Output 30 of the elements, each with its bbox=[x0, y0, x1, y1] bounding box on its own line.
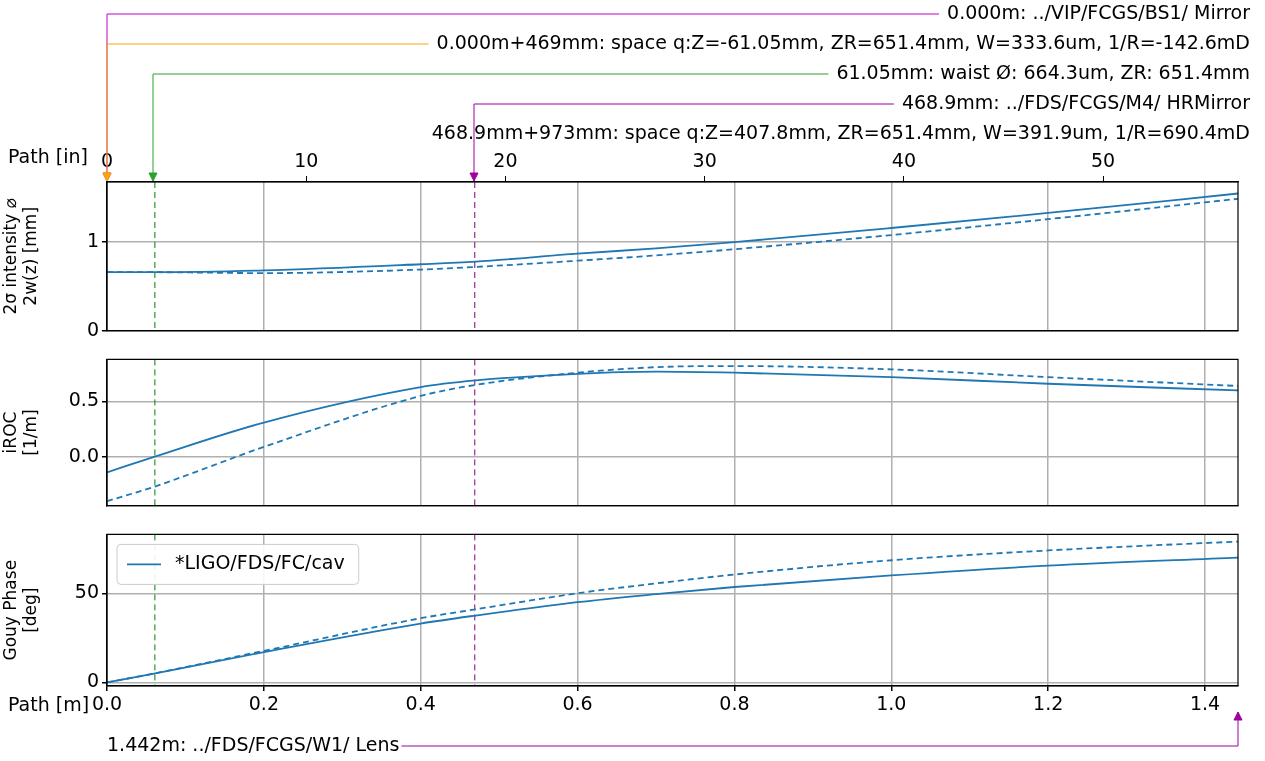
x2-tick-label: 50 bbox=[1091, 148, 1116, 171]
y-tick-label: 0 bbox=[86, 669, 99, 692]
text: 1.442m: ../FDS/FCGS/W1/ Lens bbox=[107, 732, 400, 755]
y-tick-label: 1 bbox=[86, 229, 99, 252]
x-tick-label: 1.4 bbox=[1189, 692, 1221, 715]
x-tick-label: 0.2 bbox=[248, 692, 279, 715]
x-tick-label: 0.6 bbox=[562, 692, 593, 715]
text: 0.000m+469mm: space q:Z=-61.05mm, ZR=651.4mm, W=333.6um, 1/R=-142.6mD bbox=[436, 30, 1250, 53]
text: 0.000m: ../VIP/FCGS/BS1/ Mirror bbox=[947, 0, 1251, 23]
x-tick-label: 0.4 bbox=[405, 692, 436, 715]
text: 61.05mm: waist Ø: 664.3um, ZR: 651.4mm bbox=[836, 60, 1250, 83]
y-axis-title: Gouy Phase [deg] bbox=[0, 559, 41, 661]
y-tick-label: 0.5 bbox=[68, 388, 99, 411]
x2-tick-label: 10 bbox=[294, 148, 319, 171]
x-tick-label: 1.2 bbox=[1033, 692, 1064, 715]
x-tick-label: 0.8 bbox=[719, 692, 750, 715]
y-tick-label: 0 bbox=[86, 317, 99, 340]
y-tick-label: 50 bbox=[74, 580, 99, 603]
x-tick-label: 1.0 bbox=[876, 692, 907, 715]
x2-tick-label: 30 bbox=[692, 148, 717, 171]
y-axis-title: 2σ intensity ⌀ 2w(z) [mm] bbox=[0, 198, 41, 315]
text: 468.9mm: ../FDS/FCGS/M4/ HRMirror bbox=[901, 90, 1251, 113]
x2-tick-label: 20 bbox=[493, 148, 518, 171]
text: 468.9mm+973mm: space q:Z=407.8mm, ZR=651.4mm, W=391.9um, 1/R=690.4mD bbox=[431, 120, 1250, 143]
x-axis-title: Path [m] bbox=[8, 692, 90, 715]
y-tick-label: 0.0 bbox=[68, 443, 99, 466]
y-axis-title: iROC [1/m] bbox=[0, 409, 41, 456]
x2-axis-title: Path [in] bbox=[8, 144, 88, 167]
x2-tick-label: 40 bbox=[891, 148, 916, 171]
legend-label: *LIGO/FDS/FC/cav bbox=[175, 551, 345, 574]
